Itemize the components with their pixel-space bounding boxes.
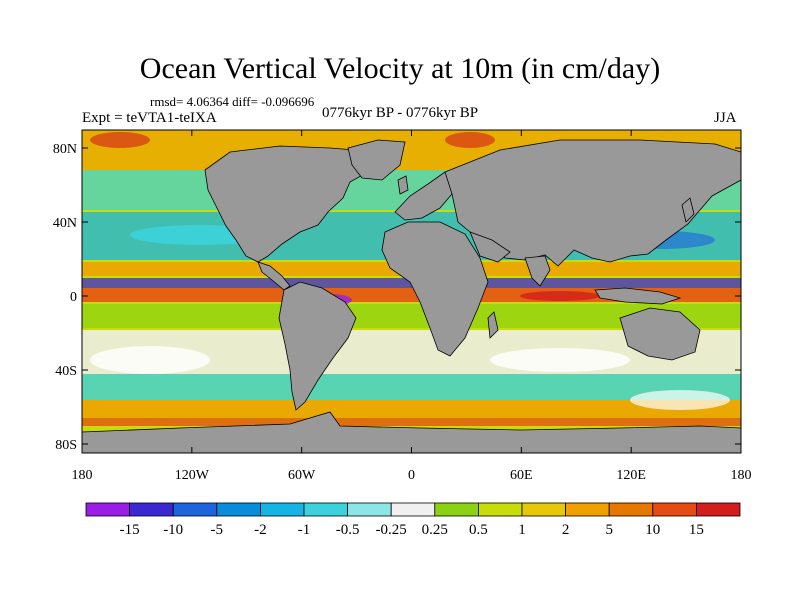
colorbar-swatch [477,502,523,517]
x-tick-label: 180 [731,468,752,483]
colorbar-swatch [390,502,436,517]
australia [619,307,701,361]
uk [397,175,409,195]
antarctic-coast-band [82,418,741,426]
japan [681,197,695,223]
colorbar-label: -1 [298,522,311,538]
greenland [347,139,406,181]
colorbar-swatch [259,502,305,517]
map-area [82,130,741,453]
y-axis: 80N 40N 0 40S 80S [53,142,741,453]
colorbar-label: -2 [254,522,267,538]
x-tick-label: 60E [510,468,533,483]
y-tick-label: 80N [53,142,77,157]
colorbar-swatch [696,502,741,517]
colorbar-swatch [129,502,174,517]
colorbar-label: 0.5 [469,522,488,538]
colorbar-label: 5 [605,522,613,538]
period-label: 0776kyr BP - 0776kyr BP [322,105,479,121]
colorbar-swatch [85,502,130,517]
antarctica [82,411,741,453]
ocean-patch [445,132,495,148]
colorbar-label: -15 [120,522,140,538]
y-tick-label: 0 [70,290,77,305]
ocean-patch [90,346,210,374]
colorbar-label: 0.25 [422,522,448,538]
circumpolar-band [82,400,741,418]
y-tick-label: 40S [55,364,77,379]
arabia [469,231,511,263]
colorbar-swatch [172,502,218,517]
map-title: Ocean Vertical Velocity at 10m (in cm/da… [139,52,661,85]
colorbar: -15 -10 -5 -2 -1 -0.5 -0.25 0.25 0.5 1 2 5 10 15 [85,502,741,538]
madagascar [487,311,499,339]
x-tick-label: 120W [175,468,210,483]
ocean-patch [630,390,730,410]
colorbar-label: -10 [163,522,183,538]
ocean-patch [490,348,630,372]
colorbar-label: 1 [518,522,526,538]
y-tick-label: 40N [53,216,77,231]
colorbar-swatch [652,502,697,517]
stats-label: rmsd= 4.06364 diff= -0.096696 [150,94,315,109]
colorbar-label: 15 [689,522,704,538]
india [524,255,551,287]
season-label: JJA [714,110,737,126]
colorbar-swatch [565,502,610,517]
ocean-patch [520,291,600,301]
land-masses [82,139,741,453]
north-america [204,145,373,263]
x-tick-label: 60W [288,468,316,483]
africa [381,221,489,357]
ocean-patch [90,132,150,148]
experiment-label: Expt = teVTA1-teIXA [82,110,217,126]
colorbar-label: 2 [562,522,570,538]
colorbar-label: 10 [645,522,660,538]
x-axis: 180 120W 60W 0 60E 120E 180 [72,130,752,483]
colorbar-swatch [216,502,261,517]
colorbar-label: -0.25 [376,522,407,538]
colorbar-swatch [521,502,566,517]
x-tick-label: 0 [408,468,415,483]
southern-ocean-band [82,374,741,400]
indonesia [594,287,682,305]
central-america [257,261,291,291]
colorbar-swatch [347,502,392,517]
south-america [278,281,357,411]
colorbar-label: -5 [211,522,224,538]
colorbar-swatch [434,502,479,517]
x-tick-label: 180 [72,468,93,483]
x-tick-label: 120E [616,468,646,483]
colorbar-swatch [303,502,348,517]
y-tick-label: 80S [55,438,77,453]
colorbar-swatch [608,502,654,517]
colorbar-label: -0.5 [336,522,360,538]
